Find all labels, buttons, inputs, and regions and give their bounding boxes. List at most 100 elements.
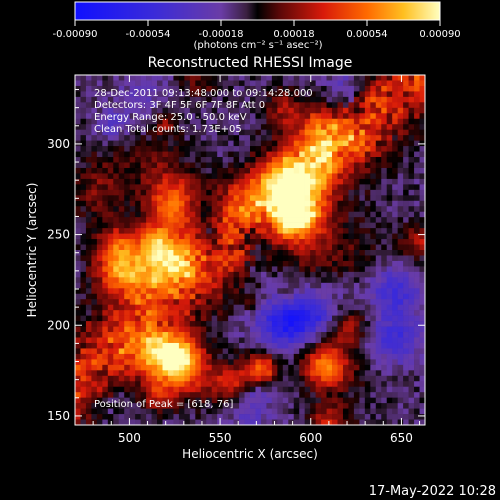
heatmap-cell xyxy=(277,206,284,213)
heatmap-cell xyxy=(414,353,420,360)
heatmap-cell xyxy=(75,293,81,300)
heatmap-cell xyxy=(85,239,92,245)
heatmap-cell xyxy=(75,364,81,371)
heatmap-cell xyxy=(157,107,163,114)
heatmap-cell xyxy=(299,228,305,234)
heatmap-cell xyxy=(178,408,185,415)
heatmap-cell xyxy=(348,299,355,305)
heatmap-cell xyxy=(178,271,185,278)
heatmap-cell xyxy=(419,326,426,333)
heatmap-cell xyxy=(91,233,98,240)
heatmap-cell xyxy=(419,353,426,360)
heatmap-cell xyxy=(178,282,185,289)
heatmap-cell xyxy=(342,96,349,103)
heatmap-cell xyxy=(381,140,388,147)
heatmap-cell xyxy=(167,408,174,415)
heatmap-cell xyxy=(129,162,136,169)
heatmap-cell xyxy=(250,315,256,322)
heatmap-cell xyxy=(337,80,344,87)
heatmap-cell xyxy=(162,239,169,245)
heatmap-cell xyxy=(260,140,267,147)
heatmap-cell xyxy=(113,414,120,420)
heatmap-cell xyxy=(80,386,87,393)
heatmap-cell xyxy=(217,304,223,311)
heatmap-cell xyxy=(375,321,382,327)
heatmap-cell xyxy=(135,392,141,398)
heatmap-cell xyxy=(118,107,125,114)
heatmap-cell xyxy=(80,102,87,109)
heatmap-cell xyxy=(397,255,404,262)
heatmap-cell xyxy=(107,96,114,103)
heatmap-cell xyxy=(414,364,420,371)
heatmap-cell xyxy=(239,157,245,163)
heatmap-cell xyxy=(178,113,185,120)
heatmap-cell xyxy=(91,206,98,213)
heatmap-cell xyxy=(85,129,92,136)
heatmap-cell xyxy=(315,364,322,371)
heatmap-cell xyxy=(162,255,169,262)
heatmap-cell xyxy=(304,326,311,333)
heatmap-cell xyxy=(228,107,234,114)
heatmap-cell xyxy=(107,282,114,289)
heatmap-cell xyxy=(102,293,109,300)
heatmap-cell xyxy=(129,414,136,420)
heatmap-cell xyxy=(282,260,289,267)
heatmap-cell xyxy=(113,364,120,371)
heatmap-cell xyxy=(200,337,207,344)
heatmap-cell xyxy=(370,233,377,240)
heatmap-cell xyxy=(189,85,196,92)
heatmap-cell xyxy=(353,85,360,92)
heatmap-cell xyxy=(184,211,191,218)
heatmap-cell xyxy=(304,403,311,409)
heatmap-cell xyxy=(75,271,81,278)
heatmap-cell xyxy=(277,321,284,327)
heatmap-cell xyxy=(260,75,267,81)
heatmap-cell xyxy=(403,140,409,147)
heatmap-cell xyxy=(414,96,420,103)
heatmap-cell xyxy=(326,332,333,338)
heatmap-cell xyxy=(364,326,371,333)
heatmap-cell xyxy=(200,239,207,245)
heatmap-cell xyxy=(129,255,136,262)
heatmap-cell xyxy=(370,75,377,81)
heatmap-cell xyxy=(408,206,415,213)
heatmap-cell xyxy=(211,173,218,180)
heatmap-cell xyxy=(310,244,316,251)
heatmap-cell xyxy=(321,277,327,284)
heatmap-cell xyxy=(397,157,404,163)
heatmap-cell xyxy=(255,277,262,284)
heatmap-cell xyxy=(96,364,103,371)
heatmap-cell xyxy=(266,337,273,344)
heatmap-cell xyxy=(140,271,147,278)
heatmap-cell xyxy=(140,167,147,174)
heatmap-cell xyxy=(315,200,322,207)
heatmap-cell xyxy=(140,337,147,344)
heatmap-cell xyxy=(200,151,207,158)
heatmap-cell xyxy=(233,107,240,114)
heatmap-cell xyxy=(397,129,404,136)
heatmap-cell xyxy=(113,397,120,404)
heatmap-cell xyxy=(255,266,262,273)
heatmap-cell xyxy=(271,326,278,333)
heatmap-cell xyxy=(277,244,284,251)
heatmap-cell xyxy=(353,91,360,98)
heatmap-cell xyxy=(75,157,81,163)
heatmap-cell xyxy=(96,217,103,223)
heatmap-cell xyxy=(113,304,120,311)
heatmap-cell xyxy=(173,364,180,371)
heatmap-cell xyxy=(348,414,355,420)
heatmap-cell xyxy=(359,140,366,147)
heatmap-cell xyxy=(419,304,426,311)
heatmap-cell xyxy=(337,96,344,103)
heatmap-cell xyxy=(293,266,300,273)
heatmap-cell xyxy=(157,348,163,355)
heatmap-cell xyxy=(211,260,218,267)
heatmap-cell xyxy=(282,282,289,289)
heatmap-cell xyxy=(414,129,420,136)
heatmap-cell xyxy=(107,397,114,404)
heatmap-cell xyxy=(217,321,223,327)
heatmap-cell xyxy=(85,222,92,229)
heatmap-cell xyxy=(293,288,300,295)
heatmap-cell xyxy=(167,348,174,355)
heatmap-cell xyxy=(239,299,245,305)
